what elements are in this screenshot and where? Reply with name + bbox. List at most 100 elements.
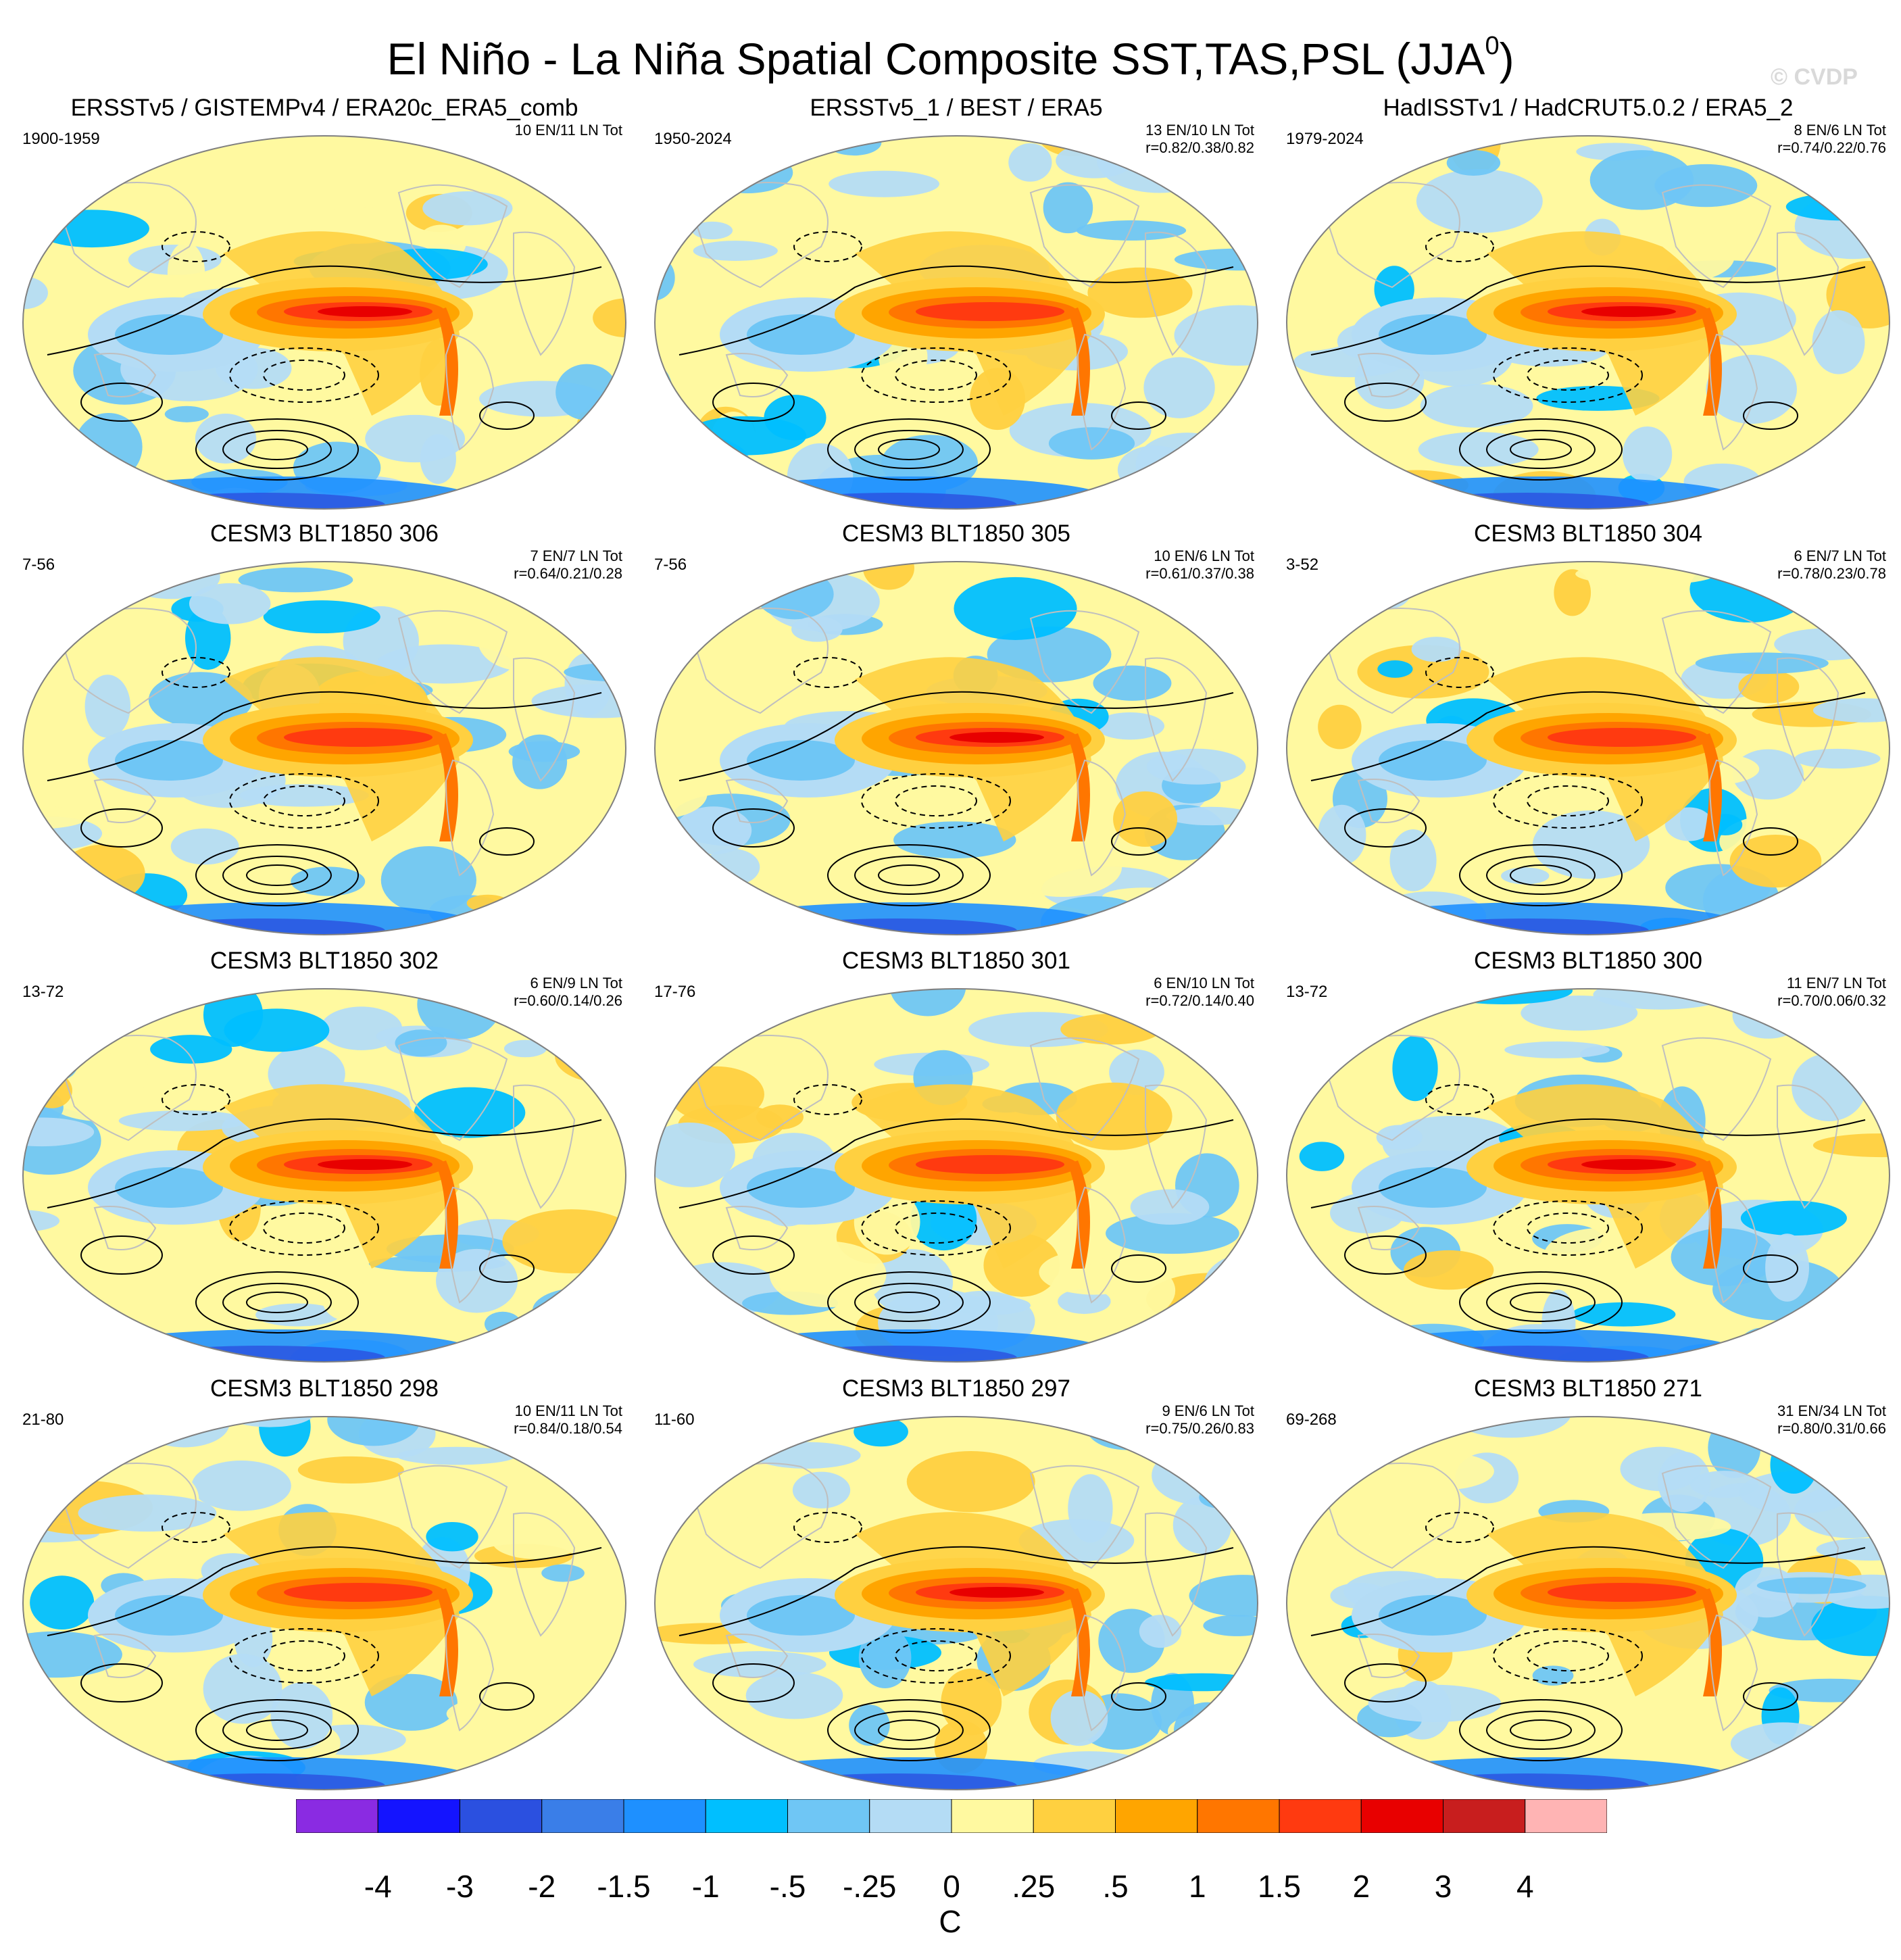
- colorbar-segment: [1115, 1799, 1198, 1833]
- map-field: [655, 1417, 1258, 1790]
- panel-title: CESM3 BLT1850 302: [210, 948, 439, 974]
- panel-event-count: 10 EN/11 LN Tot: [514, 122, 622, 139]
- colorbar-segment: [1525, 1799, 1607, 1833]
- map-field: [23, 136, 626, 509]
- colorbar-segment: [951, 1799, 1034, 1833]
- colorbar-segment: [869, 1799, 952, 1833]
- colorbar-tick-label: 2: [1352, 1869, 1371, 1904]
- panel-correlation: r=0.64/0.21/0.28: [514, 565, 622, 582]
- map-panel: CESM3 BLT1850 301 17-76 6 EN/10 LN Tot r=0.…: [642, 948, 1270, 1373]
- panel-event-count: 11 EN/7 LN Tot: [1786, 975, 1886, 991]
- composite-map: [1286, 988, 1890, 1363]
- colorbar-segment: [1279, 1799, 1362, 1833]
- panel-title: CESM3 BLT1850 300: [1474, 948, 1702, 974]
- map-field: [23, 562, 626, 935]
- panel-event-count: 6 EN/7 LN Tot: [1794, 547, 1886, 564]
- map-field: [1287, 1417, 1890, 1790]
- panel-event-count: 8 EN/6 LN Tot: [1794, 122, 1886, 139]
- colorbar-segment: [1033, 1799, 1116, 1833]
- colorbar-tick-label: -.25: [843, 1869, 897, 1904]
- composite-map: [1286, 1416, 1890, 1790]
- colorbar-segment: [1443, 1799, 1526, 1833]
- panel-stats: 13 EN/10 LN Tot r=0.82/0.38/0.82: [1145, 122, 1254, 157]
- map-field: [1287, 562, 1890, 935]
- colorbar: [296, 1799, 1607, 1833]
- map-field: [655, 562, 1258, 935]
- composite-map: [22, 1416, 626, 1790]
- colorbar-segment: [296, 1799, 378, 1833]
- map-panel: CESM3 BLT1850 304 3-52 6 EN/7 LN Tot r=0.78…: [1274, 520, 1901, 946]
- panel-period: 17-76: [654, 983, 696, 1001]
- colorbar-tick-label: 3: [1434, 1869, 1452, 1904]
- figure-title-superscript: 0: [1485, 32, 1500, 60]
- composite-map: [654, 988, 1258, 1363]
- map-panel: CESM3 BLT1850 297 11-60 9 EN/6 LN Tot r=0.7…: [642, 1375, 1270, 1801]
- composite-map: [1286, 135, 1890, 510]
- panel-period: 7-56: [654, 556, 687, 574]
- map-panel: CESM3 BLT1850 302 13-72 6 EN/9 LN Tot r=0.6…: [10, 948, 639, 1373]
- panel-period: 13-72: [1286, 983, 1328, 1001]
- panel-event-count: 31 EN/34 LN Tot: [1777, 1402, 1886, 1419]
- colorbar-segment: [460, 1799, 543, 1833]
- panel-stats: 10 EN/11 LN Tot: [515, 122, 622, 139]
- colorbar-tick-label: 1: [1188, 1869, 1206, 1904]
- panel-event-count: 9 EN/6 LN Tot: [1162, 1402, 1254, 1419]
- colorbar-tick-label: -3: [446, 1869, 474, 1904]
- panel-correlation: r=0.74/0.22/0.76: [1777, 139, 1886, 156]
- colorbar-tick-label: 0: [943, 1869, 960, 1904]
- map-field: [1287, 989, 1890, 1362]
- map-panel: ERSSTv5_1 / BEST / ERA5 1950-2024 13 EN/10…: [642, 95, 1270, 520]
- panel-title: CESM3 BLT1850 306: [210, 520, 439, 547]
- map-panel: ERSSTv5 / GISTEMPv4 / ERA20c_ERA5_comb 19…: [10, 95, 639, 520]
- colorbar-segment: [1197, 1799, 1280, 1833]
- panel-period: 13-72: [22, 983, 64, 1001]
- panel-stats: 31 EN/34 LN Tot r=0.80/0.31/0.66: [1777, 1402, 1886, 1438]
- panel-title: CESM3 BLT1850 305: [842, 520, 1070, 547]
- colorbar-tick-label: 4: [1516, 1869, 1534, 1904]
- panel-title: HadISSTv1 / HadCRUT5.0.2 / ERA5_2: [1383, 95, 1794, 121]
- panel-period: 7-56: [22, 556, 55, 574]
- panel-title: CESM3 BLT1850 304: [1474, 520, 1702, 547]
- composite-map: [1286, 561, 1890, 935]
- colorbar-segment: [623, 1799, 706, 1833]
- panel-stats: 6 EN/10 LN Tot r=0.72/0.14/0.40: [1145, 975, 1254, 1010]
- panel-title: ERSSTv5_1 / BEST / ERA5: [810, 95, 1103, 121]
- map-panel: HadISSTv1 / HadCRUT5.0.2 / ERA5_2 1979-20…: [1274, 95, 1901, 520]
- map-field: [655, 136, 1258, 509]
- figure-title-close: ): [1499, 34, 1514, 84]
- panel-title: CESM3 BLT1850 298: [210, 1375, 439, 1402]
- map-field: [23, 1417, 626, 1790]
- panel-stats: 6 EN/7 LN Tot r=0.78/0.23/0.78: [1777, 547, 1886, 583]
- panel-correlation: r=0.75/0.26/0.83: [1145, 1420, 1254, 1437]
- figure-title: El Niño - La Niña Spatial Composite SST,…: [0, 19, 1901, 86]
- panel-stats: 11 EN/7 LN Tot r=0.70/0.06/0.32: [1777, 975, 1886, 1010]
- composite-map: [654, 135, 1258, 510]
- panel-period: 69-268: [1286, 1411, 1337, 1429]
- colorbar-tick-label: 1.5: [1258, 1869, 1301, 1904]
- panel-stats: 9 EN/6 LN Tot r=0.75/0.26/0.83: [1145, 1402, 1254, 1438]
- panel-event-count: 7 EN/7 LN Tot: [530, 547, 622, 564]
- colorbar-tick-label: -1: [691, 1869, 720, 1904]
- colorbar-segment: [787, 1799, 870, 1833]
- map-panel: CESM3 BLT1850 306 7-56 7 EN/7 LN Tot r=0.64…: [10, 520, 639, 946]
- map-panel: CESM3 BLT1850 271 69-268 31 EN/34 LN Tot r=…: [1274, 1375, 1901, 1801]
- panel-title: CESM3 BLT1850 301: [842, 948, 1070, 974]
- composite-map: [22, 135, 626, 510]
- panel-title: CESM3 BLT1850 271: [1474, 1375, 1702, 1402]
- cvdp-watermark: © CVDP: [1771, 64, 1858, 90]
- colorbar-tick-label: .5: [1102, 1869, 1129, 1904]
- panel-stats: 7 EN/7 LN Tot r=0.64/0.21/0.28: [514, 547, 622, 583]
- colorbar-tick-label: .25: [1012, 1869, 1056, 1904]
- map-panel: CESM3 BLT1850 300 13-72 11 EN/7 LN Tot r=0.…: [1274, 948, 1901, 1373]
- figure-title-text: El Niño - La Niña Spatial Composite SST,…: [387, 34, 1485, 84]
- composite-map: [22, 561, 626, 935]
- colorbar-segment: [1360, 1799, 1443, 1833]
- colorbar-tick-label: -2: [528, 1869, 556, 1904]
- panel-period: 1900-1959: [22, 130, 100, 148]
- panel-correlation: r=0.60/0.14/0.26: [514, 992, 622, 1009]
- composite-map: [22, 988, 626, 1363]
- panel-correlation: r=0.80/0.31/0.66: [1777, 1420, 1886, 1437]
- panel-event-count: 10 EN/6 LN Tot: [1154, 547, 1254, 564]
- colorbar-segment: [377, 1799, 460, 1833]
- panel-correlation: r=0.82/0.38/0.82: [1145, 139, 1254, 156]
